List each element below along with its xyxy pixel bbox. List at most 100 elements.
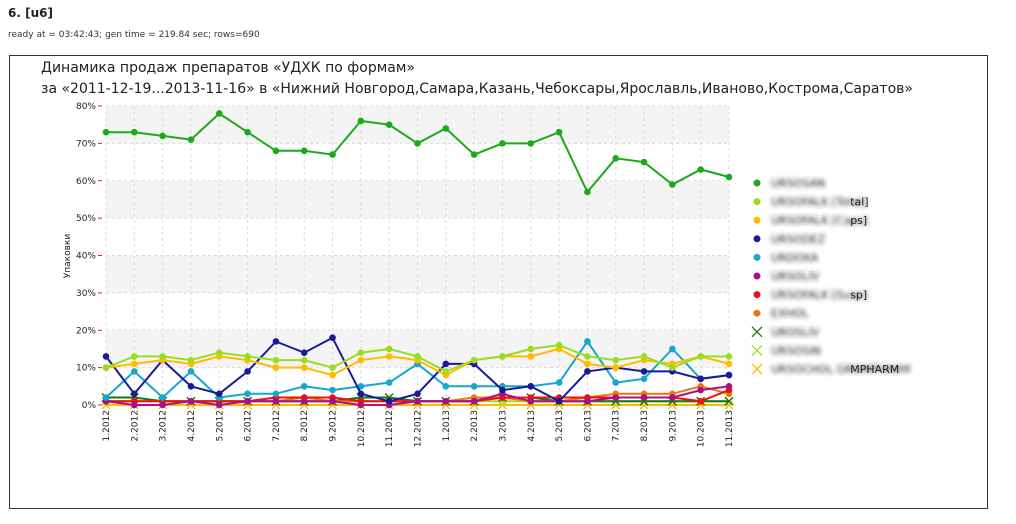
legend-item: URSOSIN — [751, 344, 821, 357]
data-point — [385, 379, 393, 386]
x-tick-label: 5.2013 — [555, 410, 565, 442]
data-point — [527, 345, 535, 353]
legend-item: EXHOL — [753, 307, 809, 320]
data-point — [329, 364, 336, 371]
legend-item: URSODEZ — [753, 233, 826, 246]
data-point — [187, 383, 195, 390]
x-tick-label: 1.2012 — [102, 410, 112, 442]
data-point — [357, 117, 365, 125]
legend-item: URSOFALK [Caps]ps] — [753, 214, 868, 227]
y-axis-ticks: 0% 10% 20% 30% 40% 50% 60% 70% 80% — [76, 102, 96, 411]
data-point — [470, 356, 478, 364]
x-tick-label: 2.2013 — [470, 410, 480, 442]
data-point — [244, 353, 251, 360]
data-point — [414, 390, 421, 398]
x-tick-label: 1.2013 — [442, 410, 452, 442]
data-point — [555, 397, 563, 405]
x-tick-label: 7.2013 — [612, 410, 622, 442]
legend-item: URSOFALK [Susp]sp] — [753, 289, 867, 302]
data-point — [640, 158, 648, 166]
data-point — [272, 364, 280, 371]
legend-marker — [753, 198, 761, 206]
legend-item: URSOSAN — [753, 177, 825, 190]
data-point — [357, 356, 365, 364]
data-point — [499, 353, 506, 360]
x-tick-label: 7.2012 — [272, 410, 282, 442]
data-point — [724, 400, 734, 410]
legend-marker — [753, 272, 761, 280]
legend-label-blurred: URSOCHOL GROMPHARM — [771, 363, 910, 376]
data-point — [697, 375, 704, 383]
data-point — [244, 397, 251, 405]
data-point — [102, 128, 110, 136]
x-tick-label: 10.2013 — [697, 410, 707, 447]
data-point — [442, 368, 450, 375]
data-point — [300, 147, 308, 155]
legend-item: URSOLIV — [753, 270, 820, 283]
y-tick-label: 10% — [76, 364, 96, 374]
data-point — [442, 383, 450, 390]
data-point — [442, 125, 450, 132]
legend-label-blurred: URSOFALK [Caps] — [771, 214, 868, 227]
data-point — [102, 353, 110, 360]
x-tick-label: 6.2012 — [244, 410, 254, 442]
legend-marker — [753, 235, 761, 243]
x-tick-label: 4.2013 — [527, 410, 537, 442]
data-point — [131, 360, 138, 368]
data-point — [640, 375, 648, 383]
data-point — [499, 140, 506, 147]
x-tick-label: 2.2012 — [130, 410, 140, 442]
data-point — [612, 394, 620, 401]
legend-label-blurred: EXHOL — [771, 307, 809, 320]
data-point — [329, 386, 336, 394]
legend-item: UROSLIV — [751, 326, 820, 339]
y-tick-label: 20% — [76, 326, 96, 336]
data-point — [300, 383, 308, 390]
data-point — [414, 353, 421, 360]
data-point — [159, 353, 166, 360]
data-point — [329, 371, 336, 379]
data-point — [159, 394, 166, 401]
data-point — [102, 364, 110, 371]
data-point — [385, 353, 393, 360]
x-tick-label: 3.2012 — [159, 410, 169, 442]
chart-title: Динамика продаж препаратов «УДХК по форм… — [41, 60, 415, 76]
data-point — [499, 386, 506, 394]
plot-band — [106, 218, 729, 256]
data-point — [329, 397, 336, 405]
data-point — [584, 368, 591, 375]
data-point — [725, 353, 733, 360]
legend-label-suffix: sp] — [850, 289, 867, 302]
data-point — [527, 140, 535, 147]
data-point — [159, 132, 166, 140]
data-point — [385, 397, 393, 405]
data-point — [215, 390, 223, 398]
legend-label-suffix: ps] — [850, 214, 867, 227]
legend-label-suffix: MPHARM — [850, 363, 899, 376]
data-point — [244, 390, 251, 398]
data-point — [244, 128, 251, 136]
data-point — [669, 394, 676, 401]
data-point — [584, 353, 591, 360]
legend-marker — [753, 291, 761, 299]
y-tick-label: 50% — [76, 214, 96, 224]
data-point — [584, 360, 591, 368]
data-point — [357, 383, 365, 390]
data-point — [584, 338, 591, 345]
data-point — [725, 371, 733, 379]
x-tick-label: 9.2012 — [329, 410, 339, 442]
report-meta: ready at = 03:42:43; gen time = 219.84 s… — [8, 30, 260, 40]
x-tick-label: 9.2013 — [668, 410, 678, 442]
data-point — [442, 360, 450, 368]
data-point — [612, 356, 620, 364]
data-point — [357, 390, 365, 398]
data-point — [187, 368, 195, 375]
legend-label-blurred: URSOFALK [Total] — [771, 196, 866, 209]
legend-label-blurred: URSOLIV — [771, 270, 820, 283]
data-point — [272, 147, 280, 155]
y-tick-label: 30% — [76, 289, 96, 299]
data-point — [611, 400, 621, 410]
data-point — [187, 136, 195, 143]
y-tick-label: 0% — [82, 401, 97, 411]
data-point — [527, 383, 535, 390]
